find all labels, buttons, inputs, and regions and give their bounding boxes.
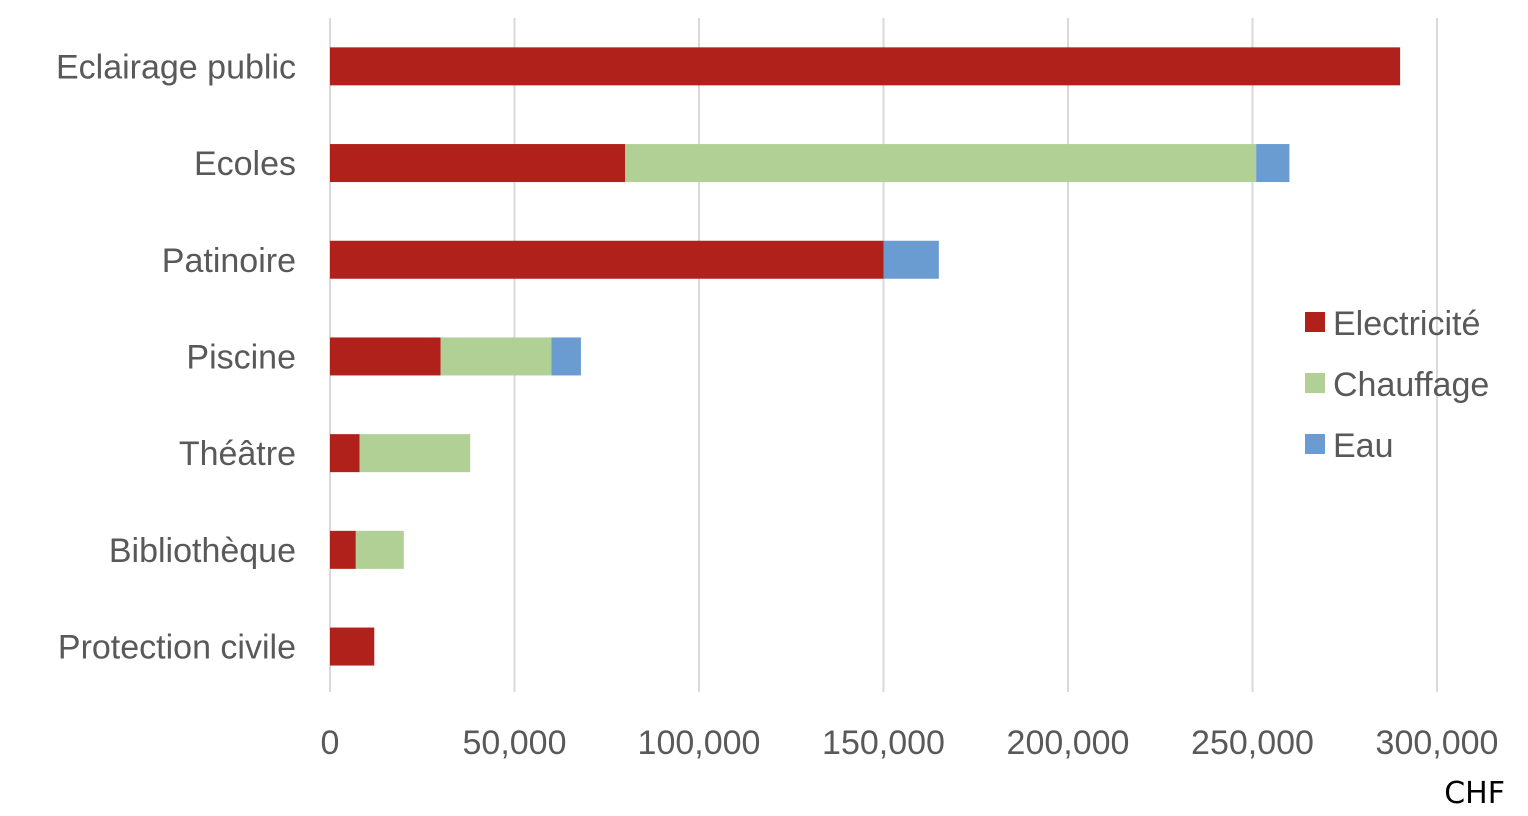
bar-electricit- bbox=[330, 144, 626, 183]
category-label: Ecoles bbox=[194, 145, 296, 183]
bar-chauffage bbox=[359, 434, 471, 473]
bar-chauffage bbox=[355, 530, 404, 569]
legend-label: Chauffage bbox=[1333, 366, 1489, 404]
bar-electricit- bbox=[330, 240, 884, 279]
bar-eau bbox=[551, 337, 581, 376]
x-tick-label: 300,000 bbox=[1376, 724, 1499, 762]
category-label: Théâtre bbox=[179, 435, 296, 473]
category-label: Bibliothèque bbox=[109, 532, 296, 570]
legend-label: Eau bbox=[1333, 427, 1394, 465]
x-tick-labels: 0 50,000 100,000 150,000 200,000 250,000 300,0… bbox=[321, 724, 1499, 762]
x-tick-label: 200,000 bbox=[1007, 724, 1130, 762]
bars bbox=[330, 47, 1401, 666]
bar-chauffage bbox=[625, 144, 1257, 183]
x-tick-label: 0 bbox=[321, 724, 340, 762]
x-tick-label: 50,000 bbox=[463, 724, 567, 762]
bar-electricit- bbox=[330, 337, 441, 376]
legend: Electricité Chauffage Eau bbox=[1305, 305, 1489, 465]
bar-electricit- bbox=[330, 47, 1401, 86]
category-label: Eclairage public bbox=[56, 48, 296, 86]
category-label: Protection civile bbox=[58, 629, 296, 667]
bar-electricit- bbox=[330, 434, 360, 473]
legend-swatch bbox=[1305, 373, 1325, 393]
bar-electricit- bbox=[330, 627, 375, 666]
x-tick-label: 150,000 bbox=[822, 724, 945, 762]
x-axis-unit-label: CHF bbox=[1444, 776, 1505, 811]
bar-eau bbox=[1256, 144, 1290, 183]
bar-electricit- bbox=[330, 530, 356, 569]
category-label: Piscine bbox=[186, 338, 296, 376]
category-label: Patinoire bbox=[162, 242, 296, 280]
bar-chauffage bbox=[440, 337, 552, 376]
legend-swatch bbox=[1305, 434, 1325, 454]
x-tick-label: 100,000 bbox=[638, 724, 761, 762]
category-labels: Eclairage public Ecoles Patinoire Piscine Th… bbox=[56, 48, 296, 666]
x-tick-label: 250,000 bbox=[1191, 724, 1314, 762]
legend-label: Electricité bbox=[1333, 305, 1480, 343]
legend-swatch bbox=[1305, 312, 1325, 332]
gridlines bbox=[329, 18, 1438, 692]
bar-eau bbox=[883, 240, 939, 279]
